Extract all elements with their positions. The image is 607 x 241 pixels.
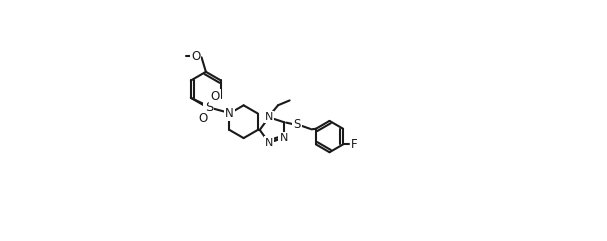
- Text: O: O: [211, 90, 220, 103]
- Text: S: S: [205, 101, 213, 114]
- Text: O: O: [198, 112, 208, 125]
- Text: F: F: [351, 138, 358, 151]
- Text: O: O: [191, 50, 200, 63]
- Text: N: N: [225, 107, 234, 120]
- Text: N: N: [265, 138, 273, 147]
- Text: N: N: [280, 133, 288, 143]
- Text: N: N: [265, 112, 273, 122]
- Text: S: S: [293, 118, 300, 131]
